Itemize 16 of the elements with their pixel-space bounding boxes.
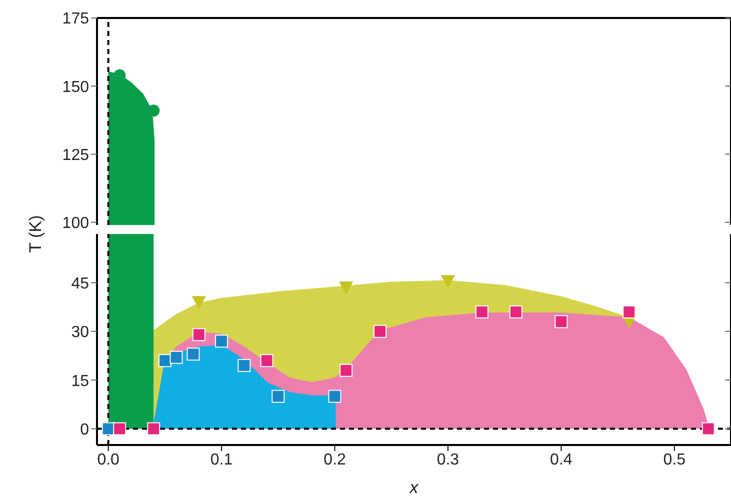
- x-tick-label: 0.1: [210, 451, 233, 468]
- y-tick-label: 175: [62, 10, 90, 28]
- y-tick-label: 150: [62, 78, 90, 96]
- y-tick-label: 100: [62, 214, 90, 232]
- x-tick-label: 0.2: [324, 451, 346, 468]
- x-tick-label: 0.4: [550, 451, 572, 468]
- x-axis-title: x: [408, 478, 419, 497]
- y-tick-label: 125: [62, 146, 90, 164]
- x-tick-label: 0.3: [436, 451, 460, 468]
- x-tick-label: 0.0: [97, 451, 120, 468]
- y-axis-title: T (K): [26, 215, 46, 253]
- y-tick-label: 15: [71, 372, 90, 390]
- x-tick-label: 0.5: [663, 451, 686, 468]
- y-tick-label: 0: [80, 421, 90, 438]
- y-tick-label: 45: [71, 275, 90, 292]
- y-tick-label: 30: [71, 324, 90, 342]
